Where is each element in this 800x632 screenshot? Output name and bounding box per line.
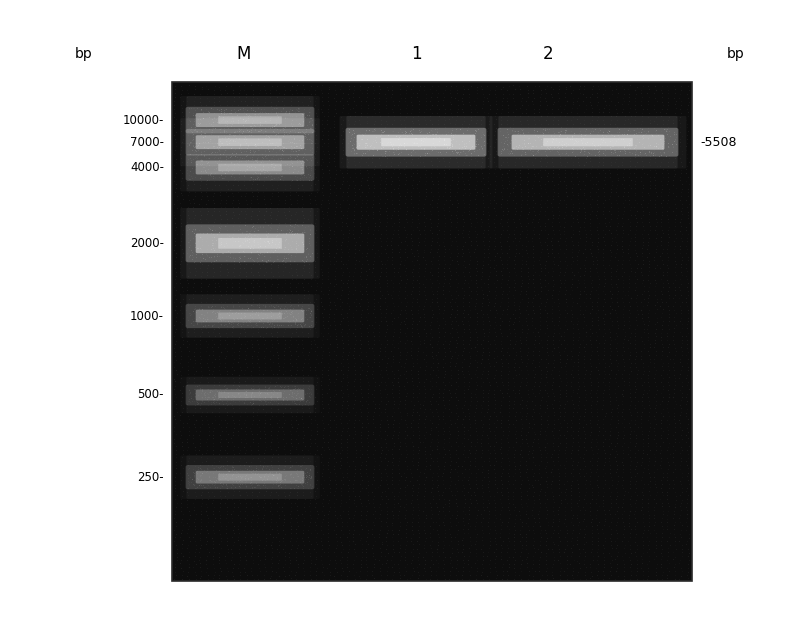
FancyBboxPatch shape bbox=[186, 304, 314, 328]
Text: M: M bbox=[237, 45, 251, 63]
FancyBboxPatch shape bbox=[218, 392, 282, 398]
FancyBboxPatch shape bbox=[498, 128, 678, 157]
FancyBboxPatch shape bbox=[186, 129, 314, 155]
FancyBboxPatch shape bbox=[218, 138, 282, 146]
Text: 1: 1 bbox=[410, 45, 422, 63]
Bar bbox=[172, 82, 692, 581]
Text: 2000-: 2000- bbox=[130, 237, 164, 250]
FancyBboxPatch shape bbox=[382, 138, 451, 146]
FancyBboxPatch shape bbox=[218, 164, 282, 171]
FancyBboxPatch shape bbox=[339, 116, 492, 169]
FancyBboxPatch shape bbox=[186, 208, 314, 279]
FancyBboxPatch shape bbox=[186, 465, 314, 489]
FancyBboxPatch shape bbox=[490, 116, 686, 169]
Text: 1000-: 1000- bbox=[130, 310, 164, 322]
FancyBboxPatch shape bbox=[186, 96, 314, 144]
FancyBboxPatch shape bbox=[186, 377, 314, 413]
Text: 500-: 500- bbox=[138, 389, 164, 401]
Text: 10000-: 10000- bbox=[122, 114, 164, 126]
FancyBboxPatch shape bbox=[196, 135, 304, 149]
FancyBboxPatch shape bbox=[196, 161, 304, 174]
Text: bp: bp bbox=[727, 47, 745, 61]
FancyBboxPatch shape bbox=[196, 113, 304, 127]
FancyBboxPatch shape bbox=[498, 116, 678, 169]
FancyBboxPatch shape bbox=[218, 238, 282, 248]
Text: bp: bp bbox=[75, 47, 93, 61]
Text: 4000-: 4000- bbox=[130, 161, 164, 174]
FancyBboxPatch shape bbox=[180, 295, 320, 337]
FancyBboxPatch shape bbox=[218, 116, 282, 124]
FancyBboxPatch shape bbox=[196, 310, 304, 322]
FancyBboxPatch shape bbox=[186, 456, 314, 499]
FancyBboxPatch shape bbox=[196, 389, 304, 401]
FancyBboxPatch shape bbox=[346, 116, 486, 169]
FancyBboxPatch shape bbox=[180, 456, 320, 499]
FancyBboxPatch shape bbox=[218, 474, 282, 480]
FancyBboxPatch shape bbox=[180, 96, 320, 144]
FancyBboxPatch shape bbox=[512, 135, 664, 150]
FancyBboxPatch shape bbox=[346, 128, 486, 157]
FancyBboxPatch shape bbox=[186, 295, 314, 337]
FancyBboxPatch shape bbox=[357, 135, 475, 150]
FancyBboxPatch shape bbox=[180, 118, 320, 166]
FancyBboxPatch shape bbox=[186, 118, 314, 166]
FancyBboxPatch shape bbox=[180, 208, 320, 279]
Text: 2: 2 bbox=[542, 45, 554, 63]
FancyBboxPatch shape bbox=[186, 154, 314, 181]
FancyBboxPatch shape bbox=[186, 384, 314, 406]
FancyBboxPatch shape bbox=[186, 107, 314, 133]
FancyBboxPatch shape bbox=[543, 138, 633, 146]
FancyBboxPatch shape bbox=[186, 224, 314, 262]
FancyBboxPatch shape bbox=[196, 233, 304, 253]
FancyBboxPatch shape bbox=[180, 143, 320, 191]
Text: -5508: -5508 bbox=[700, 136, 737, 149]
Text: 250-: 250- bbox=[138, 471, 164, 483]
Text: 7000-: 7000- bbox=[130, 136, 164, 149]
FancyBboxPatch shape bbox=[196, 471, 304, 483]
FancyBboxPatch shape bbox=[186, 143, 314, 191]
FancyBboxPatch shape bbox=[218, 313, 282, 320]
